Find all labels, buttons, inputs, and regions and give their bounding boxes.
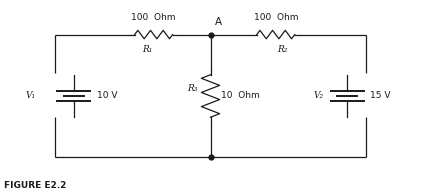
Text: 100  Ohm: 100 Ohm <box>253 13 298 22</box>
Text: R₂: R₂ <box>277 45 287 54</box>
Text: FIGURE E2.2: FIGURE E2.2 <box>4 181 67 190</box>
Text: 10  Ohm: 10 Ohm <box>221 92 260 100</box>
Text: A: A <box>215 17 222 27</box>
Text: V₂: V₂ <box>314 92 324 100</box>
Text: V₁: V₁ <box>26 92 36 100</box>
Text: 15 V: 15 V <box>370 92 391 100</box>
Text: 10 V: 10 V <box>97 92 117 100</box>
Text: R₁: R₁ <box>142 45 152 54</box>
Text: R₃: R₃ <box>187 84 198 93</box>
Text: 100  Ohm: 100 Ohm <box>131 13 176 22</box>
